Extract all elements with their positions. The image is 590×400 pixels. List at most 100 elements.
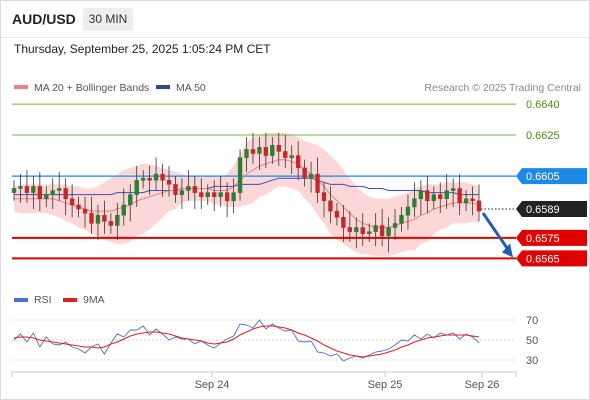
candle-body xyxy=(57,188,62,191)
candle xyxy=(205,184,210,205)
candle-body xyxy=(121,204,126,216)
candle xyxy=(76,196,81,218)
candle-body xyxy=(463,198,469,204)
candle xyxy=(153,157,159,191)
candle-body xyxy=(224,192,230,202)
ma20-legend-label: MA 20 + Bollinger Bands xyxy=(34,82,149,94)
candle-body xyxy=(31,186,36,193)
candle xyxy=(63,178,68,216)
candle-body xyxy=(128,194,133,206)
candle xyxy=(102,200,107,234)
candle-body xyxy=(24,186,30,193)
candle xyxy=(457,174,462,216)
candle xyxy=(179,178,185,210)
symbol-title: AUD/USD xyxy=(12,11,76,27)
candle-body xyxy=(360,227,365,234)
support-level-label: 0.6575 xyxy=(526,233,560,245)
candle-body xyxy=(412,198,417,208)
candle-body xyxy=(153,173,159,181)
candle-body xyxy=(140,177,146,181)
rsi-legend-swatch xyxy=(14,298,28,302)
time-axis-label: Sep 26 xyxy=(465,379,500,391)
candle xyxy=(354,217,359,249)
candle xyxy=(121,188,126,226)
candle-body xyxy=(289,155,294,158)
candle xyxy=(263,132,269,168)
candle-body xyxy=(444,190,449,200)
candle xyxy=(69,184,75,218)
timeframe-button[interactable]: 30 MIN xyxy=(83,8,133,31)
candle-body xyxy=(50,190,55,195)
chart-header: AUD/USD 30 MIN xyxy=(1,1,589,38)
candle xyxy=(399,206,404,232)
time-axis-label: Sep 25 xyxy=(368,379,403,391)
candle xyxy=(334,202,340,226)
candle xyxy=(438,182,443,214)
candle-body xyxy=(328,200,333,212)
rsi-ma-legend-label: 9MA xyxy=(83,294,105,306)
candle-body xyxy=(76,204,81,210)
candle xyxy=(373,213,378,247)
candle-body xyxy=(270,145,275,156)
candle xyxy=(450,178,456,207)
candle-body xyxy=(11,188,17,193)
candle xyxy=(134,165,139,207)
candle-body xyxy=(44,194,49,200)
candle xyxy=(82,196,88,228)
candle xyxy=(89,196,94,234)
candle-body xyxy=(63,188,68,200)
forecast-arrow-head xyxy=(502,243,513,258)
candle xyxy=(147,165,152,195)
pivot-level-tag xyxy=(516,168,587,185)
candle-body xyxy=(321,192,327,202)
candle-body xyxy=(373,225,378,232)
candle-body xyxy=(257,147,262,154)
candle xyxy=(231,178,236,214)
candle-body xyxy=(166,179,172,185)
candle xyxy=(115,202,120,240)
candle xyxy=(199,178,204,210)
chart-datetime: Thursday, September 25, 2025 1:05:24 PM … xyxy=(14,42,271,56)
candle xyxy=(367,223,372,242)
candle-body xyxy=(295,155,301,169)
candle xyxy=(18,174,23,203)
candle xyxy=(405,194,411,230)
candle-body xyxy=(173,184,178,195)
candle xyxy=(386,217,391,253)
rsi-tick-label: 70 xyxy=(526,315,538,327)
candle-body xyxy=(276,145,281,152)
rsi-line xyxy=(13,319,480,362)
candle xyxy=(37,172,43,212)
support-level-tag xyxy=(516,250,587,267)
candle-body xyxy=(431,194,436,202)
candle-body xyxy=(18,186,23,189)
candle-body xyxy=(102,214,107,222)
candle xyxy=(412,182,417,218)
rsi-legend-label: RSI xyxy=(34,294,52,306)
candle xyxy=(302,159,307,187)
candle xyxy=(476,184,482,222)
candle xyxy=(160,163,165,197)
support-level-label: 0.6565 xyxy=(526,253,560,265)
candle xyxy=(444,174,449,210)
candle xyxy=(95,204,101,240)
candle xyxy=(341,204,346,242)
rsi-ma-line xyxy=(13,325,480,358)
candle-body xyxy=(438,194,443,200)
candle-body xyxy=(392,223,398,228)
candle xyxy=(270,137,275,164)
current-price-tag xyxy=(516,201,587,218)
time-axis-label: Sep 24 xyxy=(195,379,230,391)
target-level-label: 0.6640 xyxy=(526,99,560,111)
candle-body xyxy=(283,151,288,158)
candle-body xyxy=(379,225,385,237)
candle-body xyxy=(334,210,340,218)
candle-body xyxy=(263,147,269,156)
candle-body xyxy=(244,149,249,158)
candle-body xyxy=(69,198,75,206)
candle-body xyxy=(147,177,152,181)
ma50-legend-swatch xyxy=(156,85,170,89)
candle xyxy=(244,137,249,173)
